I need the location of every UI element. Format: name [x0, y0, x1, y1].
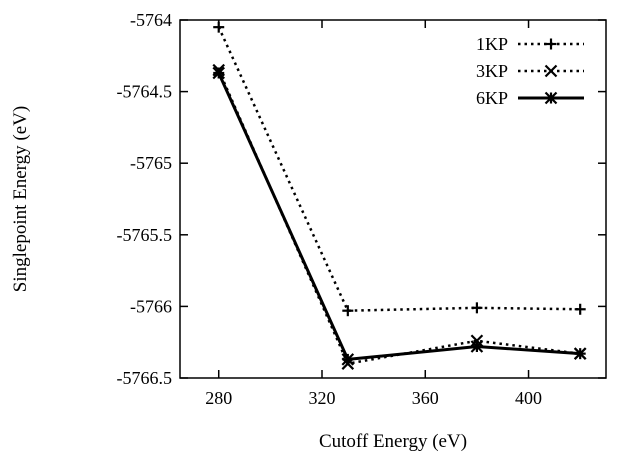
- legend-entry-6KP: 6KP: [476, 88, 584, 108]
- y-tick-label: -5765: [130, 153, 172, 173]
- series-6KP: [212, 66, 587, 366]
- y-tick-label: -5765.5: [117, 225, 173, 245]
- legend-marker: [544, 91, 558, 105]
- plot-frame: [179, 19, 607, 379]
- x-tick-label: 280: [205, 388, 232, 408]
- data-point: [574, 303, 586, 315]
- legend-label: 1KP: [476, 34, 508, 54]
- data-point: [470, 334, 484, 348]
- y-tick-label: -5764.5: [117, 82, 173, 102]
- series-line: [217, 26, 581, 312]
- legend-marker: [545, 38, 557, 50]
- y-axis-label: Singlepoint Energy (eV): [10, 106, 31, 292]
- data-point: [573, 347, 587, 360]
- series-1KP: [213, 21, 586, 317]
- data-point: [213, 21, 225, 33]
- data-point: [341, 353, 355, 366]
- y-tick-label: -5764: [130, 10, 172, 30]
- x-axis-label: Cutoff Energy (eV): [319, 431, 467, 452]
- legend-entry-1KP: 1KP: [476, 34, 584, 54]
- legend-marker: [544, 64, 558, 78]
- x-tick-label: 360: [412, 388, 439, 408]
- data-point: [471, 302, 483, 314]
- series-line: [217, 72, 581, 361]
- legend: 1KP 3KP 6KP: [476, 34, 584, 108]
- legend-label: 6KP: [476, 88, 508, 108]
- series-line: [217, 69, 581, 366]
- y-tick-label: -5766: [130, 296, 172, 316]
- data-point: [212, 66, 226, 80]
- legend-label: 3KP: [476, 61, 508, 81]
- x-tick-label: 320: [309, 388, 336, 408]
- data-point: [342, 305, 354, 317]
- data-point: [470, 340, 484, 353]
- series-layer: [212, 21, 587, 370]
- y-tick-label: -5766.5: [117, 368, 173, 388]
- ticks: 280 320 360 400 -5764 -5764.5 -5765 -5765.5 -576…: [117, 10, 606, 408]
- x-tick-label: 400: [515, 388, 542, 408]
- legend-entry-3KP: 3KP: [476, 61, 584, 81]
- series-3KP: [212, 63, 587, 370]
